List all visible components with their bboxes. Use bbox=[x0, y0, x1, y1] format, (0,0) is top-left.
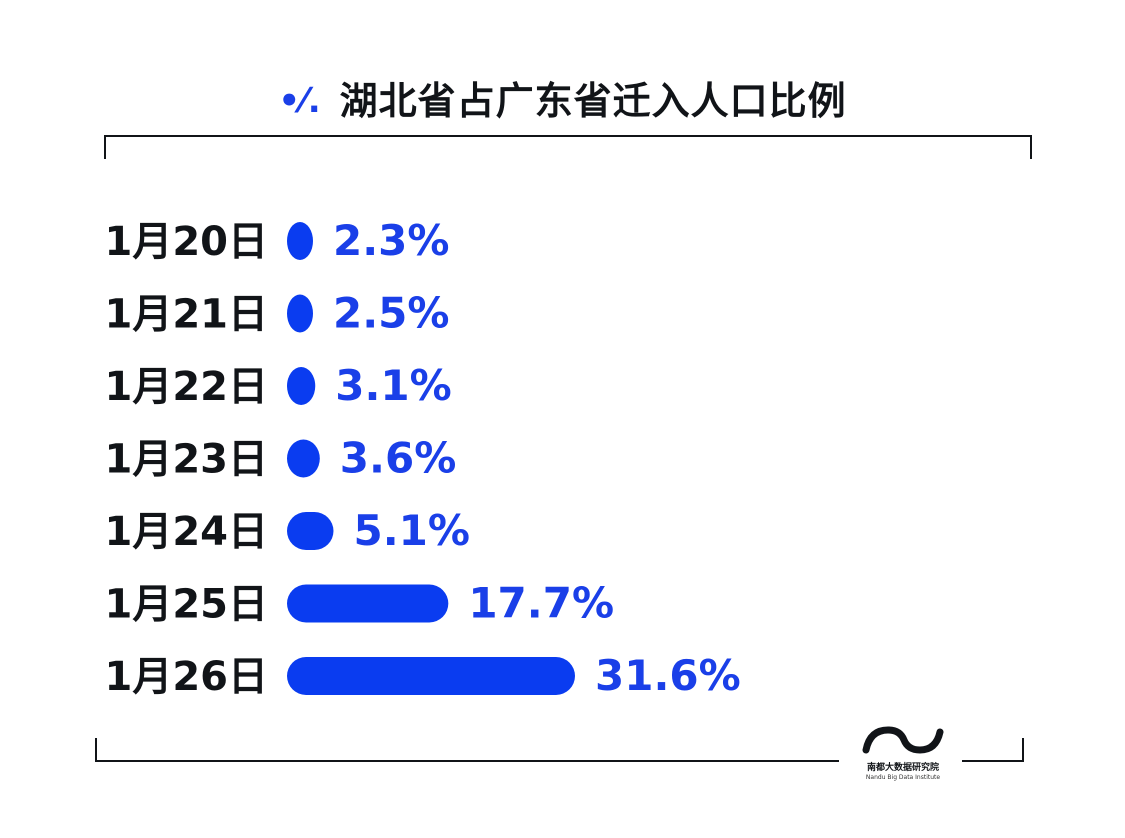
category-label: 1月25日 bbox=[105, 582, 269, 628]
frame-bottom-left-bracket bbox=[95, 738, 839, 762]
publisher-logo: 南都大数据研究院 Nandu Big Data Institute bbox=[858, 724, 948, 781]
value-label: 5.1% bbox=[353, 506, 469, 555]
logo-mark-icon bbox=[862, 726, 944, 754]
value-label: 2.3% bbox=[333, 216, 449, 265]
category-label: 1月26日 bbox=[105, 654, 269, 700]
bar bbox=[287, 294, 313, 333]
frame-bottom-right-bracket bbox=[962, 738, 1024, 762]
value-label: 3.1% bbox=[335, 361, 451, 410]
percent-icon: •⁄. bbox=[278, 81, 322, 121]
value-label: 2.5% bbox=[333, 289, 449, 338]
category-label: 1月22日 bbox=[105, 364, 269, 410]
frame-top-bracket bbox=[104, 135, 1032, 159]
bar bbox=[287, 439, 320, 478]
chart-title: 湖北省占广东省迁入人口比例 bbox=[339, 79, 847, 123]
logo-subtitle: Nandu Big Data Institute bbox=[865, 774, 941, 781]
logo-name: 南都大数据研究院 bbox=[866, 763, 939, 773]
category-label: 1月23日 bbox=[105, 437, 269, 483]
chart-title-row: •⁄. 湖北省占广东省迁入人口比例 bbox=[0, 70, 1125, 125]
bar bbox=[287, 367, 316, 405]
bar bbox=[287, 657, 575, 695]
category-label: 1月20日 bbox=[105, 219, 269, 265]
bar bbox=[287, 584, 449, 623]
bar bbox=[287, 222, 313, 260]
category-label: 1月24日 bbox=[105, 509, 269, 555]
value-label: 31.6% bbox=[595, 651, 741, 700]
bar bbox=[287, 512, 334, 550]
value-label: 3.6% bbox=[340, 434, 456, 483]
category-label: 1月21日 bbox=[105, 292, 269, 338]
value-label: 17.7% bbox=[468, 579, 614, 628]
